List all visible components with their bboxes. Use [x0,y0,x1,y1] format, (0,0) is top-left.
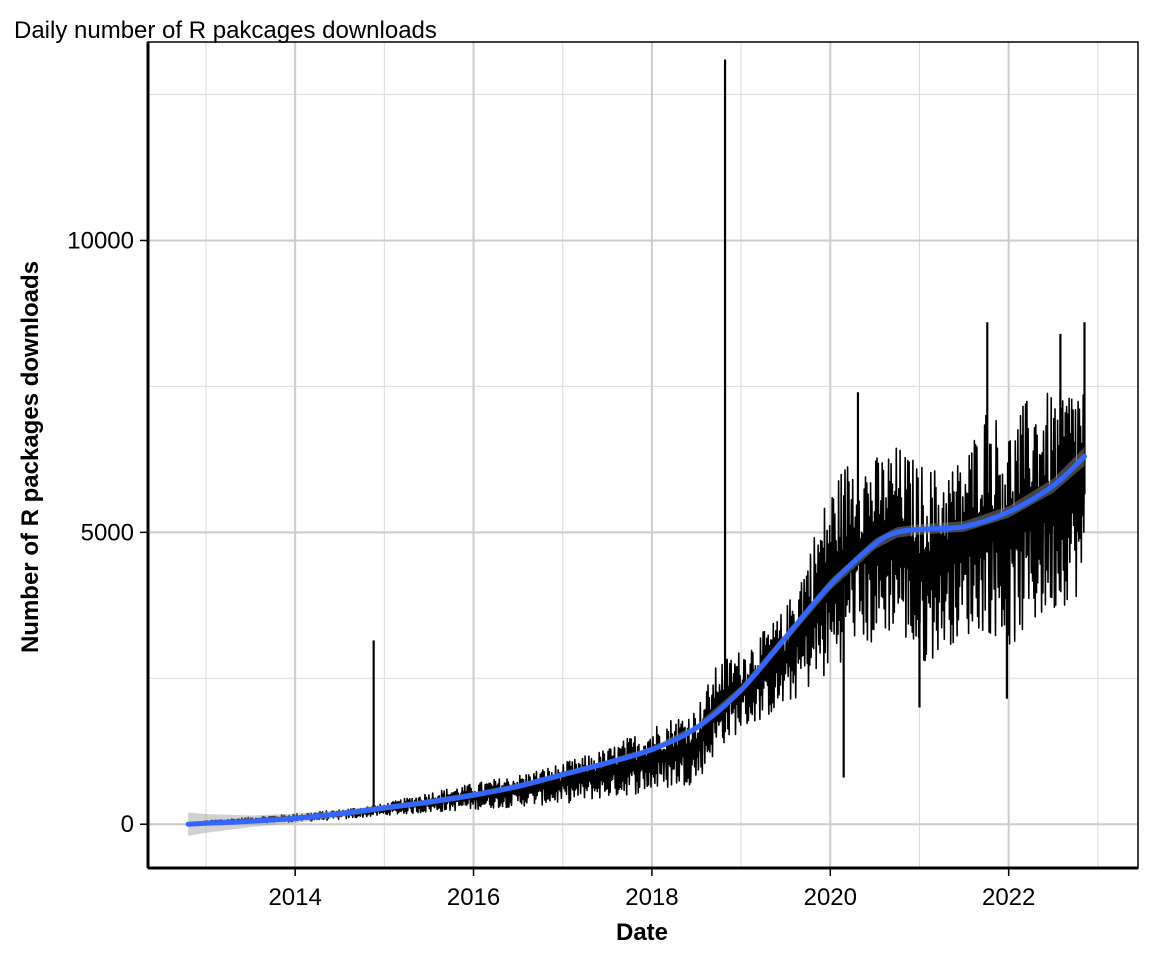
x-tick-label: 2022 [982,884,1035,911]
y-tick-label: 0 [121,811,134,838]
x-tick-label: 2016 [447,884,500,911]
x-axis-title: Date [616,919,668,946]
x-tick-label: 2020 [804,884,857,911]
y-tick-label: 5000 [81,519,134,546]
axes [146,42,1138,870]
daily-downloads-line [188,387,1086,825]
x-axis-ticks: 2014 2016 2018 2020 2022 [268,868,1035,911]
y-axis-title: Number of R packages downloads [17,261,44,653]
smoothed-trend-line [185,454,1087,827]
y-tick-label: 10000 [67,227,134,254]
chart-title: Daily number of R pakcages downloads [14,17,437,44]
daily-downloads-series [188,59,1086,825]
y-axis-ticks: 0 5000 10000 [67,227,148,838]
x-tick-label: 2014 [268,884,321,911]
x-tick-label: 2018 [625,884,678,911]
smoothed-trend-series [185,447,1087,836]
minor-grid [148,42,1138,868]
